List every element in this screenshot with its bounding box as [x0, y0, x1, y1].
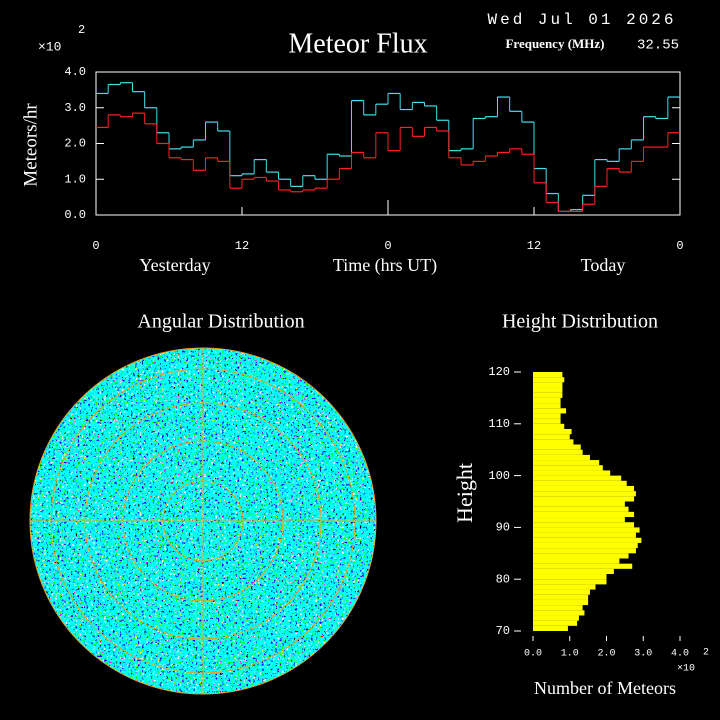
- bar: [533, 563, 633, 569]
- bar: [533, 605, 583, 611]
- y-tick-label: 3.0: [64, 101, 86, 115]
- y-tick-label: 110: [488, 417, 510, 431]
- x-axis-label: Yesterday: [139, 255, 210, 275]
- y-tick-label: 0.0: [64, 208, 86, 222]
- bar: [533, 558, 620, 564]
- y-tick-label: 70: [496, 624, 510, 638]
- bar: [533, 413, 561, 419]
- chart-title: Meteor Flux: [288, 28, 427, 59]
- x-tick-label: 4.0: [671, 649, 689, 660]
- bar: [533, 589, 590, 595]
- bar: [533, 599, 589, 606]
- bar: [533, 408, 567, 414]
- bar: [533, 392, 563, 398]
- bar: [533, 434, 570, 440]
- bar: [533, 511, 635, 518]
- bar: [533, 480, 627, 486]
- x-tick-label: 3.0: [634, 649, 652, 660]
- bar: [533, 548, 636, 554]
- x-tick-label: 12: [235, 239, 249, 253]
- x-axis-label: Number of Meteors: [534, 678, 676, 698]
- y-multiplier: ×10: [38, 39, 61, 54]
- polar-grid: [29, 347, 377, 695]
- bar: [533, 574, 607, 580]
- bar: [533, 568, 614, 575]
- bar: [533, 496, 635, 502]
- x-multiplier-exp: 2: [703, 648, 709, 659]
- frequency: 32.55: [637, 38, 679, 54]
- y-multiplier-exp: 2: [78, 23, 85, 37]
- bar: [533, 470, 611, 476]
- y-tick-label: 4.0: [64, 65, 86, 79]
- bar: [533, 537, 642, 543]
- x-tick-label: 2.0: [597, 649, 615, 660]
- bar: [533, 372, 563, 378]
- x-tick-label: 12: [527, 239, 541, 253]
- bar: [533, 465, 603, 471]
- y-tick-label: 90: [496, 521, 510, 535]
- bar: [533, 594, 589, 600]
- y-tick-label: 2.0: [64, 137, 86, 151]
- bar: [533, 377, 565, 383]
- bar: [533, 387, 563, 393]
- bar: [533, 615, 579, 621]
- bar: [533, 460, 600, 466]
- x-axis-label: Time (hrs UT): [333, 255, 437, 276]
- x-tick-label: 0: [92, 239, 99, 253]
- bar: [533, 579, 607, 585]
- y-tick-label: 120: [488, 365, 510, 379]
- bar: [533, 485, 635, 492]
- bar: [533, 542, 638, 549]
- x-axis-label: Today: [581, 255, 626, 275]
- bar: [533, 527, 640, 533]
- chart-title: Angular Distribution: [137, 311, 304, 333]
- bar: [533, 584, 596, 590]
- bar: [533, 382, 563, 388]
- bar: [533, 517, 625, 523]
- bar: [533, 532, 636, 538]
- x-multiplier: ×10: [677, 664, 695, 675]
- y-axis-label: Meteors/hr: [20, 103, 41, 187]
- y-tick-label: 1.0: [64, 172, 86, 186]
- bar: [533, 501, 625, 507]
- bar: [533, 475, 622, 481]
- bar: [533, 439, 574, 445]
- y-tick-label: 100: [488, 469, 510, 483]
- date: Wed Jul 01 2026: [487, 11, 676, 29]
- y-axis-label: Height: [452, 463, 477, 523]
- bar: [533, 553, 629, 559]
- bar: [533, 506, 629, 512]
- bar: [533, 610, 585, 616]
- bar: [533, 449, 583, 455]
- x-tick-label: 0: [676, 239, 683, 253]
- chart-title: Height Distribution: [502, 311, 658, 333]
- bar: [533, 444, 581, 450]
- bar: [533, 423, 565, 429]
- bar: [533, 625, 568, 631]
- bar: [533, 397, 561, 404]
- bar: [533, 454, 590, 461]
- bar: [533, 428, 572, 435]
- x-tick-label: 0.0: [524, 649, 542, 660]
- bar: [533, 403, 561, 409]
- bar: [533, 620, 578, 626]
- x-tick-label: 1.0: [561, 649, 579, 660]
- y-tick-label: 80: [496, 572, 510, 586]
- bar: [533, 418, 561, 424]
- x-tick-label: 0: [384, 239, 391, 253]
- bar: [533, 491, 636, 497]
- bar: [533, 522, 635, 528]
- frequency-label: Frequency (MHz): [505, 36, 604, 51]
